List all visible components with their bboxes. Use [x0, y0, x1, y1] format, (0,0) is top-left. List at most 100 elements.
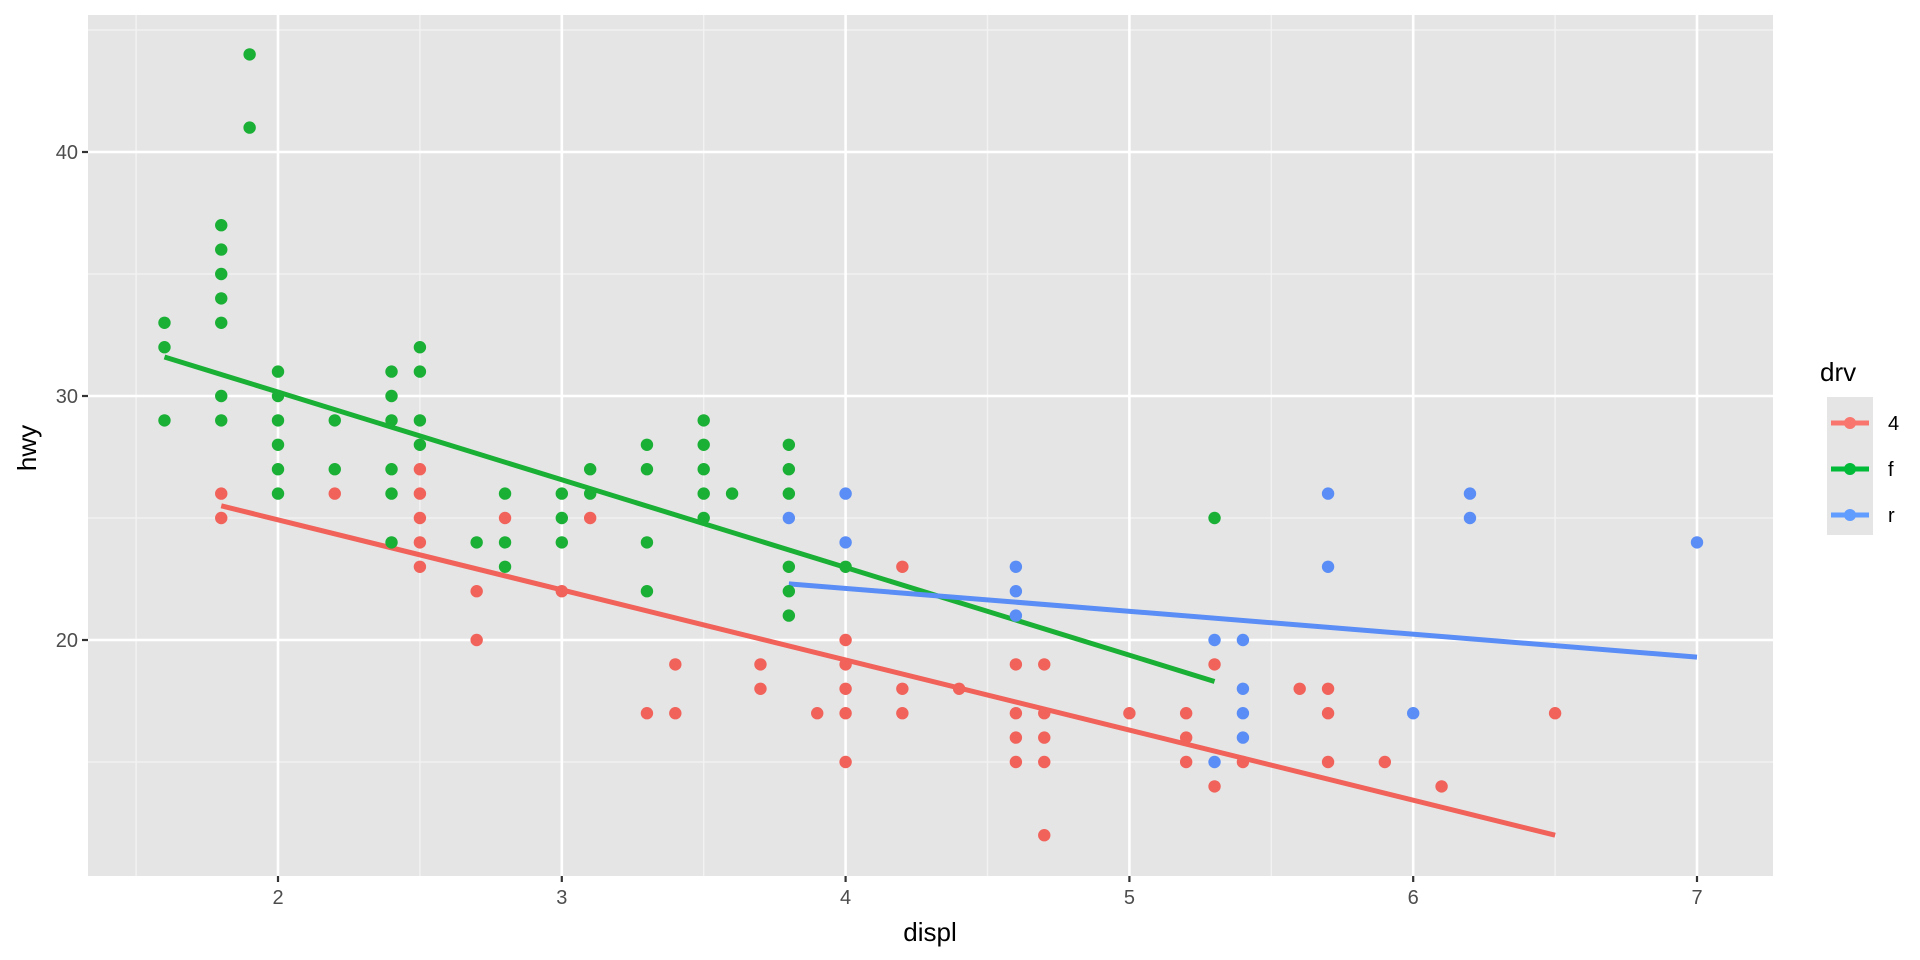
data-point-r [839, 536, 852, 549]
data-point-r [1463, 487, 1477, 500]
data-point-f [385, 487, 398, 500]
data-point-4 [839, 682, 852, 695]
data-point-f [158, 341, 171, 354]
data-point-4 [1179, 731, 1193, 744]
data-point-r [1407, 707, 1420, 720]
y-tick-label: 40 [56, 142, 78, 164]
data-point-r [1236, 707, 1250, 720]
data-point-4 [839, 755, 852, 769]
data-point-f [385, 365, 398, 378]
data-point-4 [1009, 755, 1023, 769]
data-point-4 [1208, 658, 1221, 671]
data-point-f [158, 316, 171, 329]
x-tick-label: 4 [840, 887, 851, 909]
data-point-r [1321, 560, 1335, 573]
data-point-4 [413, 536, 427, 549]
data-point-f [839, 560, 852, 573]
data-point-4 [413, 560, 427, 573]
data-point-f [697, 438, 710, 451]
data-point-r [1208, 633, 1221, 647]
data-point-4 [1009, 658, 1023, 671]
data-point-f [640, 585, 654, 598]
data-point-f [640, 438, 654, 451]
data-point-f [385, 536, 398, 549]
data-point-f [640, 536, 654, 549]
data-point-f [385, 389, 398, 403]
data-point-4 [1236, 755, 1250, 769]
data-point-4 [1038, 707, 1051, 720]
y-axis: 20 30 40 [56, 142, 88, 652]
data-point-f [385, 414, 398, 427]
data-point-f [215, 243, 228, 256]
data-point-f [555, 487, 568, 500]
data-point-f [385, 463, 398, 476]
data-point-4 [413, 511, 427, 525]
data-point-f [215, 219, 228, 232]
data-point-4 [413, 463, 427, 476]
data-point-4 [498, 511, 512, 525]
data-point-f [413, 414, 427, 427]
data-point-r [1236, 682, 1250, 695]
data-point-4 [1321, 755, 1335, 769]
data-point-4 [1038, 755, 1051, 769]
x-tick-label: 7 [1691, 887, 1702, 909]
data-point-4 [754, 658, 767, 671]
data-point-4 [754, 682, 767, 695]
data-point-4 [1038, 829, 1051, 842]
data-point-4 [669, 707, 682, 720]
data-point-f [583, 487, 597, 500]
trend-line-4 [220, 503, 1556, 838]
data-point-r [1321, 487, 1335, 500]
data-point-4 [1179, 707, 1193, 720]
data-point-f [243, 121, 256, 134]
x-tick-label: 5 [1124, 887, 1135, 909]
data-point-f [555, 511, 568, 525]
x-tick-label: 6 [1408, 887, 1419, 909]
data-point-4 [1123, 707, 1136, 720]
data-point-f [215, 389, 228, 403]
data-point-f [328, 463, 341, 476]
data-point-f [498, 560, 512, 573]
data-point-f [470, 536, 483, 549]
data-point-4 [669, 658, 682, 671]
trend-lines [163, 354, 1698, 838]
data-point-4 [839, 633, 852, 647]
data-point-4 [1179, 755, 1193, 769]
x-tick-label: 3 [556, 887, 567, 909]
y-tick-label: 30 [56, 386, 78, 408]
data-point-4 [811, 707, 824, 720]
data-point-f [697, 414, 710, 427]
data-point-4 [328, 487, 341, 500]
data-point-r [1463, 511, 1477, 525]
data-point-4 [1038, 658, 1051, 671]
data-point-f [498, 487, 512, 500]
data-point-r [839, 487, 852, 500]
data-point-4 [470, 585, 483, 598]
data-point-f [328, 414, 341, 427]
data-point-4 [1009, 707, 1023, 720]
data-point-f [413, 365, 427, 378]
x-axis-title: displ [903, 917, 956, 947]
data-point-f [1208, 511, 1221, 525]
data-point-4 [215, 487, 228, 500]
data-point-4 [1548, 707, 1562, 720]
data-point-f [271, 463, 285, 476]
data-point-4 [555, 585, 568, 598]
data-point-f [271, 438, 285, 451]
data-point-4 [583, 511, 597, 525]
data-point-f [158, 414, 171, 427]
data-point-f [782, 560, 796, 573]
data-point-r [1236, 731, 1250, 744]
data-point-4 [839, 658, 852, 671]
y-tick-label: 20 [56, 630, 78, 652]
data-point-r [1009, 585, 1023, 598]
data-point-4 [1038, 731, 1051, 744]
plot-panel [88, 15, 1773, 876]
data-point-r [1208, 755, 1221, 769]
data-point-f [215, 267, 228, 281]
trend-line-r [788, 581, 1698, 660]
data-point-4 [1321, 707, 1335, 720]
data-point-f [271, 365, 285, 378]
data-point-4 [1378, 755, 1392, 769]
legend-key-point [1844, 509, 1856, 521]
